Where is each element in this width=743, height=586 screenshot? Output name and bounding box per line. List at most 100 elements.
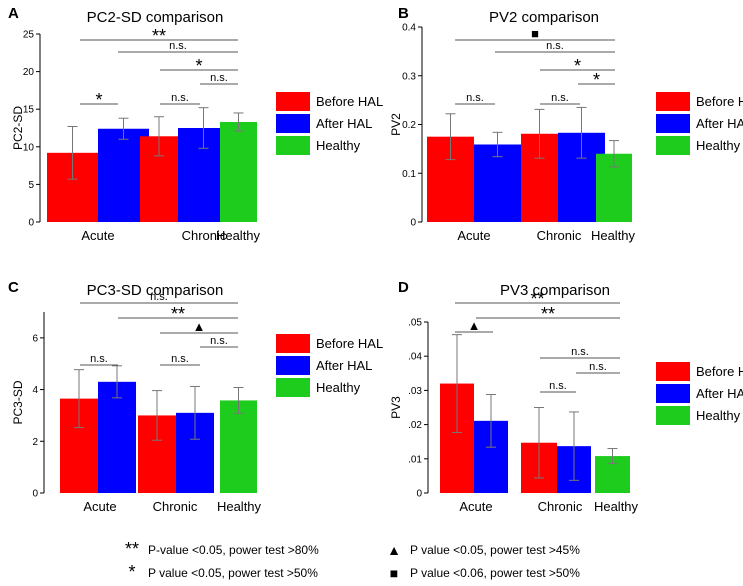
legend-swatch <box>656 114 690 133</box>
legend-label: Before HAL <box>316 336 383 351</box>
y-tick-label: 6 <box>32 333 38 344</box>
legend-swatch <box>276 136 310 155</box>
footnote-text: P value <0.05, power test >45% <box>410 543 580 557</box>
significance-label: * <box>593 70 600 90</box>
y-tick-label: .01 <box>408 454 422 465</box>
significance-label: ▲ <box>468 318 481 333</box>
chart-title: PV2 comparison <box>489 9 599 26</box>
panel-letter: C <box>8 279 19 296</box>
y-tick-label: 0.3 <box>402 71 416 82</box>
legend-label: After HAL <box>316 116 372 131</box>
panel-d: D PV3 comparison 0 .01 .02 .03 .04 .05 PV3 Acute C… <box>389 279 743 514</box>
panel-letter: A <box>8 5 19 22</box>
legend-swatch <box>276 114 310 133</box>
y-tick-label: .03 <box>408 386 422 397</box>
y-tick-label: .04 <box>408 352 422 363</box>
y-tick-label: .02 <box>408 420 422 431</box>
significance-label: ■ <box>531 26 539 41</box>
significance-label: n.s. <box>210 335 228 347</box>
bar-acute-after-hal <box>474 144 521 222</box>
legend-label: Healthy <box>696 408 741 423</box>
x-category-label: Acute <box>83 499 116 514</box>
significance-label: ** <box>171 304 185 324</box>
x-category-label: Chronic <box>153 499 198 514</box>
significance-label: n.s. <box>571 346 589 358</box>
legend-swatch <box>276 356 310 375</box>
x-category-label: Acute <box>459 499 492 514</box>
y-axis-label: PC2-SD <box>11 106 25 150</box>
legend-label: Healthy <box>316 138 361 153</box>
y-axis-label: PV3 <box>389 396 403 419</box>
y-tick-label: 15 <box>23 105 35 116</box>
legend-label: After HAL <box>696 116 743 131</box>
significance-label: n.s. <box>466 92 484 104</box>
legend-swatch <box>656 362 690 381</box>
y-tick-label: 0 <box>28 218 34 229</box>
chart-title: PV3 comparison <box>500 282 610 299</box>
y-tick-label: 0 <box>416 489 422 500</box>
significance-label: n.s. <box>549 380 567 392</box>
x-category-label: Healthy <box>217 499 262 514</box>
legend-label: After HAL <box>696 386 743 401</box>
y-tick-label: 2 <box>32 437 38 448</box>
x-category-label: Chronic <box>182 228 227 243</box>
y-tick-label: 0 <box>410 218 416 229</box>
legend-label: Before HAL <box>696 94 743 109</box>
legend-label: Healthy <box>316 380 361 395</box>
significance-label: ** <box>530 289 544 309</box>
significance-label: n.s. <box>169 40 187 52</box>
significance-label: n.s. <box>90 353 108 365</box>
legend-swatch <box>656 406 690 425</box>
footnote-symbol: ** <box>125 539 139 559</box>
significance-label: n.s. <box>551 92 569 104</box>
footnote-symbol: * <box>128 562 135 582</box>
footnote-symbol: ■ <box>390 565 398 581</box>
significance-label: n.s. <box>171 92 189 104</box>
x-category-label: Acute <box>457 228 490 243</box>
footnote-text: P value <0.05, power test >50% <box>148 566 318 580</box>
y-tick-label: 0.2 <box>402 120 416 131</box>
y-tick-label: 25 <box>23 30 35 41</box>
y-tick-label: 0.4 <box>402 23 416 34</box>
legend-label: After HAL <box>316 358 372 373</box>
x-category-label: Chronic <box>537 228 582 243</box>
x-category-label: Healthy <box>216 228 261 243</box>
chart-title: PC3-SD comparison <box>87 282 224 299</box>
footnote-symbol: ▲ <box>387 542 401 558</box>
significance-label: * <box>574 56 581 76</box>
bar-acute-after-hal <box>98 381 136 493</box>
y-tick-label: 10 <box>23 142 35 153</box>
significance-label: * <box>95 90 102 110</box>
x-category-label: Chronic <box>538 499 583 514</box>
y-tick-label: 20 <box>23 67 35 78</box>
y-axis-label: PC3-SD <box>11 380 25 424</box>
y-tick-label: 0 <box>32 489 38 500</box>
significance-label: ** <box>541 304 555 324</box>
legend-swatch <box>276 378 310 397</box>
significance-label: n.s. <box>150 291 168 303</box>
y-tick-label: 4 <box>32 385 38 396</box>
significance-label: * <box>195 56 202 76</box>
legend-label: Healthy <box>696 138 741 153</box>
y-tick-label: .05 <box>408 318 422 329</box>
footnote-text: P-value <0.05, power test >80% <box>148 543 319 557</box>
significance-label: n.s. <box>589 361 607 373</box>
panel-c: C PC3-SD comparison 0 2 4 6 PC3-SD Acute Chronic… <box>8 279 383 514</box>
panel-letter: B <box>398 5 409 22</box>
significance-label: ▲ <box>193 319 206 334</box>
legend-swatch <box>656 136 690 155</box>
footnote-text: P value <0.06, power test >50% <box>410 566 580 580</box>
significance-label: n.s. <box>546 40 564 52</box>
bar-healthy-healthy <box>220 400 257 493</box>
chart-title: PC2-SD comparison <box>87 9 224 26</box>
y-axis-label: PV2 <box>389 113 403 136</box>
significance-label: ** <box>152 26 166 46</box>
x-category-label: Healthy <box>591 228 636 243</box>
legend-label: Before HAL <box>316 94 383 109</box>
significance-label: n.s. <box>210 72 228 84</box>
y-tick-label: 0.1 <box>402 169 416 180</box>
significance-label: n.s. <box>171 353 189 365</box>
legend-swatch <box>656 384 690 403</box>
panel-a: A PC2-SD comparison 0 5 10 15 20 25 PC2-SD Acute C… <box>8 5 383 243</box>
legend-label: Before HAL <box>696 364 743 379</box>
